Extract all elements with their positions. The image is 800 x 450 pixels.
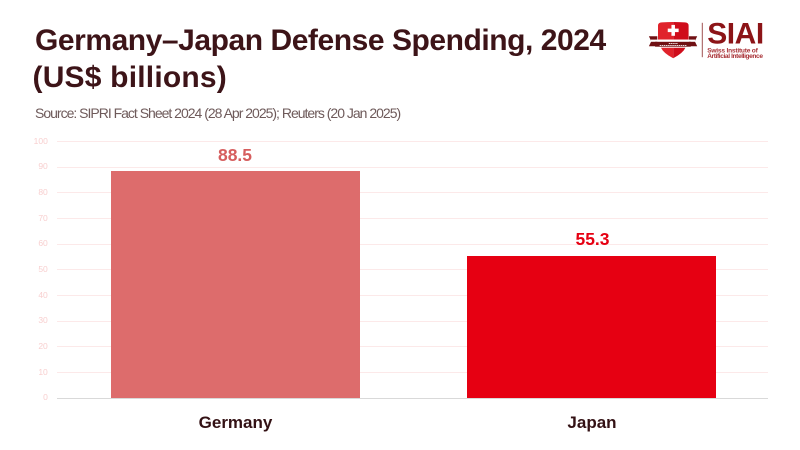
svg-text:Artificial Intelligence: Artificial Intelligence: [707, 53, 763, 60]
svg-text:SIAI: SIAI: [707, 17, 764, 50]
svg-text:Swiss Institute of: Swiss Institute of: [707, 48, 758, 55]
